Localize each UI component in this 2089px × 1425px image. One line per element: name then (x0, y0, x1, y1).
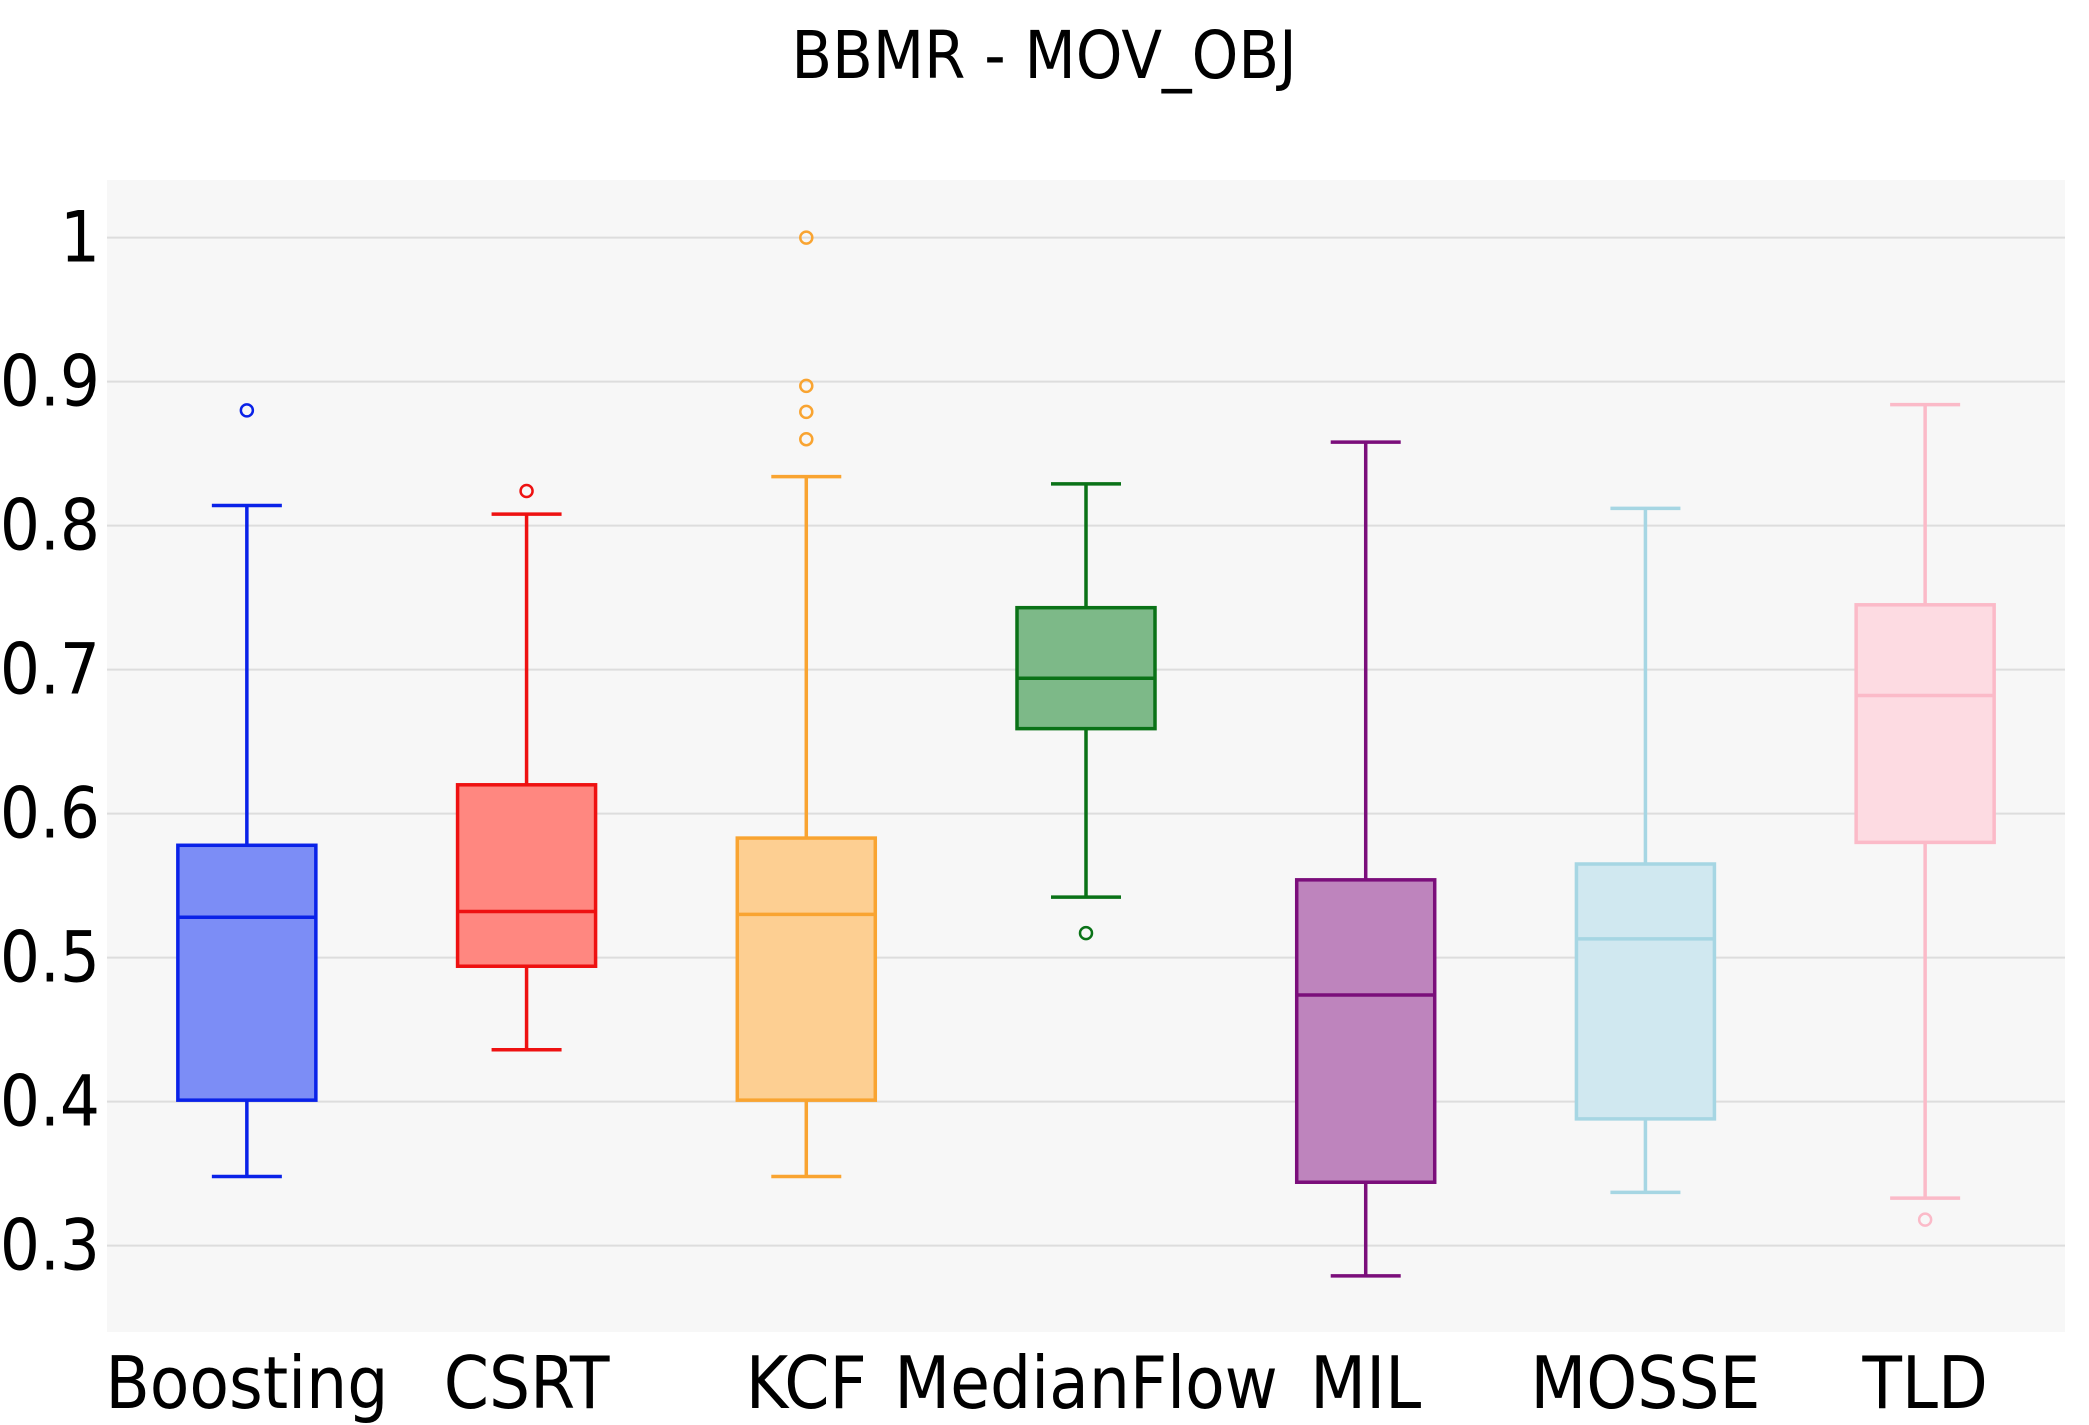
boxes (176, 230, 1996, 1278)
iqr-box (455, 783, 598, 968)
x-category-label: MedianFlow (894, 1341, 1278, 1425)
y-tick-label: 0.9 (0, 341, 100, 423)
x-category-label: Boosting (105, 1341, 388, 1425)
outlier-point (519, 483, 534, 499)
outlier-point (799, 230, 814, 245)
box-kcf (735, 230, 878, 1179)
box-csrt (455, 483, 598, 1052)
outlier-point (239, 403, 255, 418)
outlier-point (799, 431, 814, 447)
iqr-box (735, 836, 878, 1102)
y-tick-label: 0.5 (0, 917, 100, 999)
y-axis-ticks: 0.3 0.4 0.5 0.6 0.7 0.8 0.9 1 (0, 197, 100, 1287)
iqr-box (176, 843, 318, 1102)
outlier-point (1917, 1212, 1933, 1227)
outlier-point (1078, 925, 1094, 941)
box-mil (1294, 440, 1437, 1278)
y-tick-label: 0.7 (0, 629, 100, 711)
y-tick-label: 0.4 (0, 1061, 100, 1143)
gridlines (107, 236, 2065, 1247)
y-tick-label: 0.8 (0, 485, 100, 567)
x-category-label: TLD (1861, 1341, 1988, 1425)
box-boosting (176, 403, 318, 1179)
x-category-label: MOSSE (1530, 1341, 1760, 1425)
box-mosse (1574, 506, 1717, 1195)
iqr-box (1854, 603, 1996, 845)
chart-title: BBMR - MOV_OBJ (791, 17, 1296, 94)
box-medianflow (1015, 482, 1157, 941)
x-category-label: MIL (1310, 1341, 1421, 1425)
y-tick-label: 0.3 (0, 1205, 100, 1287)
outlier-point (799, 404, 814, 420)
x-axis-categories: Boosting CSRT KCF MedianFlow MIL MOSSE TLD (105, 1341, 1988, 1425)
y-tick-label: 0.6 (0, 773, 100, 855)
y-tick-label: 1 (60, 197, 100, 279)
iqr-box (1574, 862, 1717, 1121)
iqr-box (1015, 605, 1157, 731)
iqr-box (1294, 878, 1437, 1184)
outlier-point (799, 378, 814, 394)
box-tld (1854, 402, 1996, 1227)
x-category-label: CSRT (444, 1341, 610, 1425)
x-category-label: KCF (746, 1341, 867, 1425)
